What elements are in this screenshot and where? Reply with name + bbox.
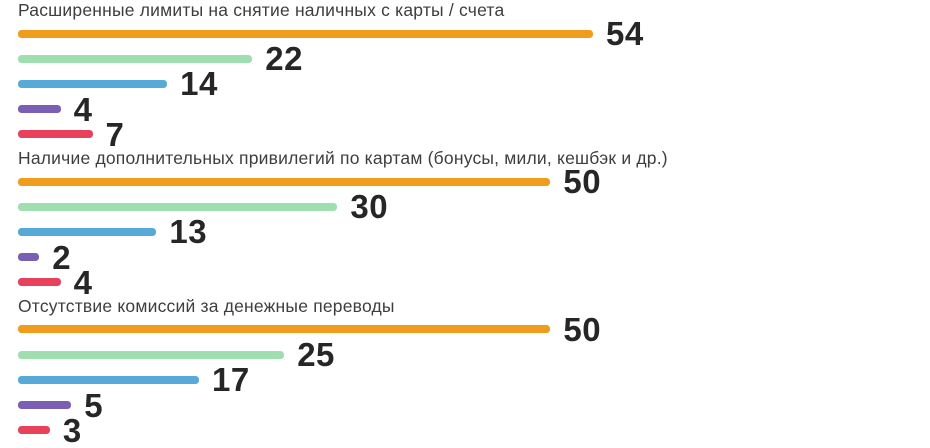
bar (18, 29, 593, 38)
bar-row: 5 (18, 389, 930, 422)
group-title: Наличие дополнительных привилегий по кар… (18, 147, 668, 168)
bar (18, 325, 551, 334)
bar-row: 3 (18, 414, 930, 447)
value-label: 22 (265, 40, 304, 78)
group-title: Расширенные лимиты на снятие наличных с … (18, 0, 505, 20)
bar-row: 50 (18, 165, 930, 198)
value-label: 7 (105, 115, 125, 153)
value-label: 3 (62, 411, 82, 448)
group-title: Отсутствие комиссий за денежные переводы (18, 295, 395, 316)
bar-row: 13 (18, 215, 930, 248)
value-label: 4 (73, 263, 93, 301)
bar (18, 253, 40, 262)
bar (18, 401, 72, 410)
value-label: 50 (563, 310, 602, 348)
bar (18, 202, 338, 211)
bar (18, 177, 551, 186)
bar (18, 105, 61, 114)
value-label: 13 (169, 213, 208, 251)
value-label: 4 (73, 90, 93, 128)
bar-row: 50 (18, 313, 930, 346)
value-label: 30 (350, 188, 389, 226)
bar (18, 79, 168, 88)
bar (18, 227, 157, 236)
bar-row: 54 (18, 17, 930, 50)
bar-row: 30 (18, 190, 930, 223)
value-label: 17 (212, 361, 250, 399)
value-label: 54 (606, 15, 644, 53)
bar (18, 375, 199, 384)
bar-row: 2 (18, 241, 930, 274)
value-label: 2 (52, 238, 72, 276)
bar-row: 4 (18, 93, 930, 126)
bar-row: 7 (18, 118, 930, 151)
bar (18, 130, 93, 139)
bar-row: 14 (18, 67, 930, 100)
chart-group: Наличие дополнительных привилегий по кар… (18, 147, 930, 299)
chart-group: Расширенные лимиты на снятие наличных с … (18, 0, 930, 151)
bar (18, 54, 253, 63)
bar-row: 25 (18, 338, 930, 371)
value-label: 50 (563, 163, 602, 201)
bar (18, 426, 50, 435)
chart-group: Отсутствие комиссий за денежные переводы… (18, 295, 930, 447)
bar-row: 22 (18, 42, 930, 75)
bar (18, 350, 285, 359)
value-label: 25 (297, 336, 335, 374)
bar-row: 17 (18, 363, 930, 396)
value-label: 5 (84, 386, 104, 424)
bar (18, 278, 61, 287)
value-label: 14 (180, 65, 218, 103)
bar-row: 4 (18, 266, 930, 299)
